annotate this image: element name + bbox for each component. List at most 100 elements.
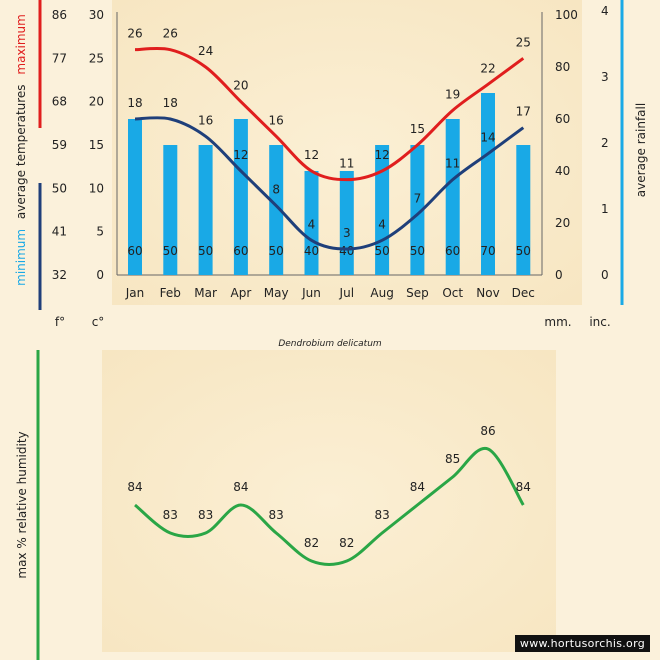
maximum-data-label: 26 [163,27,178,41]
celsius-tick-label: 20 [89,95,104,109]
rainfall-data-label: 60 [233,244,248,258]
maximum-label: maximum [14,14,28,74]
fahrenheit-tick-label: 68 [52,95,67,109]
humidity-data-label: 84 [233,480,248,494]
minimum-data-label: 8 [272,183,280,197]
fahrenheit-tick-label: 77 [52,51,67,65]
month-tick-label: Jun [301,286,321,300]
month-tick-label: May [264,286,289,300]
rainfall-bar [410,145,425,275]
rainfall-inch-tick-label: 3 [601,70,609,84]
month-tick-label: Nov [476,286,499,300]
minimum-data-label: 7 [414,191,422,205]
month-tick-label: Dec [512,286,535,300]
rainfall-data-label: 50 [374,244,389,258]
rainfall-bar [128,119,142,275]
rainfall-bar [198,145,213,275]
minimum-data-label: 4 [378,217,386,231]
month-tick-label: Sep [406,286,429,300]
maximum-data-label: 25 [516,35,531,49]
maximum-data-label: 15 [410,122,425,136]
rainfall-data-label: 40 [304,244,319,258]
humidity-data-label: 85 [445,452,460,466]
rainfall-inch-tick-label: 1 [601,202,609,216]
rainfall-mm-tick-label: 100 [555,8,578,22]
humidity-line [134,446,525,566]
month-tick-label: Apr [231,286,252,300]
rainfall-mm-tick-label: 40 [555,164,570,178]
humidity-data-label: 84 [516,480,531,494]
bottom-plot-panel [102,350,556,652]
minimum-data-label: 3 [343,226,351,240]
rainfall-data-label: 50 [410,244,425,258]
minimum-temperature-line [134,116,525,251]
rainfall-inch-tick-label: 2 [601,136,609,150]
rainfall-bar [339,171,354,275]
rainfall-bar [516,145,531,275]
humidity-data-label: 82 [339,536,354,550]
maximum-data-label: 19 [445,87,460,101]
average-temperatures-label: average temperatures [14,84,28,219]
minimum-data-label: 18 [127,96,142,110]
celsius-tick-label: 25 [89,51,104,65]
website-watermark: www.hortusorchis.org [514,635,650,652]
rainfall-bar [445,119,460,275]
month-tick-label: Jul [339,286,354,300]
maximum-data-label: 24 [198,44,213,58]
celsius-tick-label: 10 [89,181,104,195]
left-axis-title: minimum average temperatures maximum [14,14,28,286]
rainfall-bar [163,145,178,275]
mm-unit: mm. [544,315,571,329]
maximum-data-label: 16 [269,113,284,127]
rainfall-inch-tick-label: 0 [601,268,609,282]
humidity-data-label: 83 [163,508,178,522]
humidity-data-label: 84 [127,480,142,494]
humidity-data-label: 84 [410,480,425,494]
month-tick-label: Feb [160,286,181,300]
fahrenheit-tick-label: 32 [52,268,67,282]
celsius-tick-label: 0 [96,268,104,282]
maximum-data-label: 26 [127,27,142,41]
rainfall-bar [269,145,284,275]
humidity-data-label: 86 [480,424,495,438]
maximum-data-label: 12 [304,148,319,162]
minimum-data-label: 18 [163,96,178,110]
inch-unit: inc. [589,315,610,329]
rainfall-data-label: 70 [480,244,495,258]
rainfall-data-label: 40 [339,244,354,258]
humidity-data-label: 83 [374,508,389,522]
rainfall-data-label: 60 [445,244,460,258]
minimum-data-label: 16 [198,113,213,127]
minimum-data-label: 4 [308,217,316,231]
rainfall-data-label: 60 [127,244,142,258]
celsius-unit: c° [92,315,105,329]
rainfall-data-label: 50 [269,244,284,258]
minimum-data-label: 12 [233,148,248,162]
maximum-data-label: 22 [480,61,495,75]
maximum-data-label: 20 [233,79,248,93]
maximum-temperature-line [134,46,525,182]
fahrenheit-tick-label: 50 [52,181,67,195]
month-tick-label: Aug [370,286,393,300]
minimum-data-label: 11 [445,157,460,171]
humidity-data-label: 83 [269,508,284,522]
rainfall-mm-tick-label: 0 [555,268,563,282]
rainfall-data-label: 50 [198,244,213,258]
rainfall-mm-tick-label: 60 [555,112,570,126]
fahrenheit-tick-label: 86 [52,8,67,22]
right-axis-title: average rainfall [634,103,648,197]
fahrenheit-tick-label: 41 [52,225,67,239]
minimum-label: minimum [14,229,28,286]
celsius-tick-label: 15 [89,138,104,152]
rainfall-bar [233,119,248,275]
humidity-data-label: 82 [304,536,319,550]
chart-title: Dendrobium delicatum [278,339,382,349]
month-tick-label: Jan [125,286,145,300]
fahrenheit-unit: f° [55,315,65,329]
rainfall-bar [481,93,495,275]
maximum-data-label: 11 [339,157,354,171]
rainfall-data-label: 50 [516,244,531,258]
humidity-axis-title: max % relative humidity [15,431,29,578]
celsius-tick-label: 30 [89,8,104,22]
